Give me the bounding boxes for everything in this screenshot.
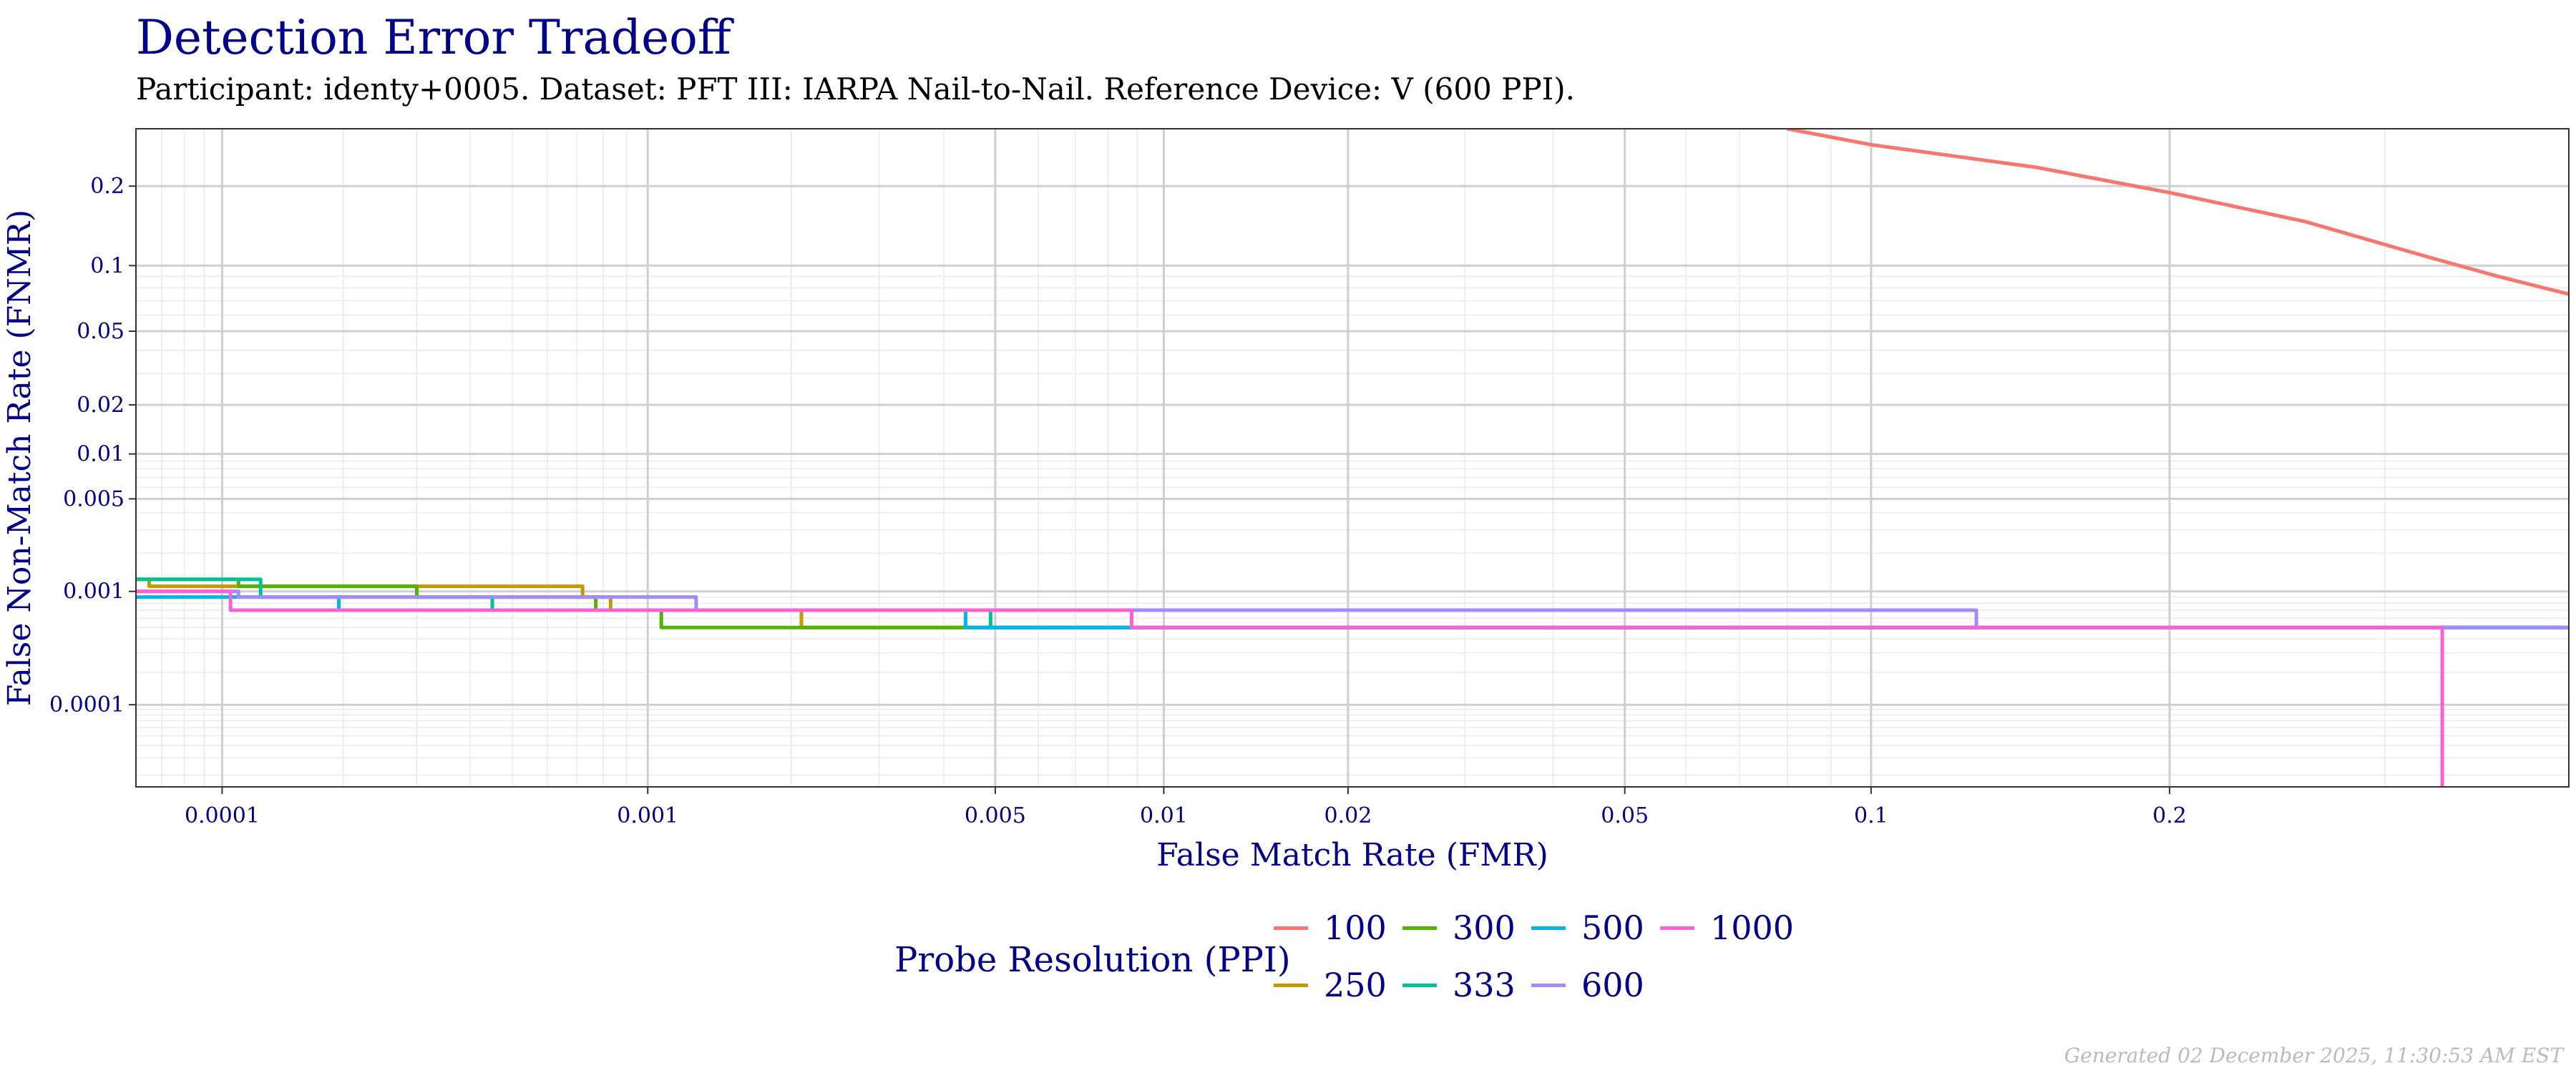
legend-label-300: 300 — [1453, 908, 1516, 947]
series-line-100 — [1787, 129, 2569, 296]
legend-swatch-333 — [1402, 983, 1437, 987]
legend-swatch-250 — [1274, 983, 1308, 987]
legend-label-1000: 1000 — [1710, 908, 1795, 947]
x-tick-label: 0.2 — [2152, 803, 2187, 828]
legend-swatch-300 — [1402, 926, 1437, 930]
series-line-600 — [136, 589, 2569, 629]
legend-title: Probe Resolution (PPI) — [894, 940, 1291, 980]
y-axis-label: False Non-Match Rate (FNMR) — [1, 210, 38, 706]
legend-swatch-500 — [1531, 926, 1566, 930]
legend-item-500: 500 — [1531, 908, 1644, 947]
plot-panel-border — [135, 128, 2570, 788]
legend-item-250: 250 — [1274, 966, 1387, 1004]
y-tick-label: 0.0001 — [49, 692, 125, 717]
series-line-333 — [136, 577, 2569, 629]
y-tick-label: 0.01 — [77, 442, 125, 467]
legend-label-600: 600 — [1581, 966, 1644, 1004]
legend-label-333: 333 — [1453, 966, 1516, 1004]
x-tick-label: 0.05 — [1601, 803, 1649, 828]
legend-item-1000: 1000 — [1660, 908, 1794, 947]
y-tick-label: 0.1 — [90, 253, 125, 278]
series-line-500 — [136, 595, 2569, 629]
y-tick-label: 0.005 — [63, 486, 125, 511]
series-line-1000 — [136, 589, 2444, 787]
legend-item-100: 100 — [1274, 908, 1387, 947]
x-tick-label: 0.0001 — [185, 803, 260, 828]
chart-title: Detection Error Tradeoff — [136, 10, 731, 65]
det-chart: 0.0001 0.001 0.005 0.01 0.02 0.05 0.1 0.2 0.0001… — [1, 128, 2570, 873]
axis-layer: 0.0001 0.001 0.005 0.01 0.02 0.05 0.1 0.2 0.0001… — [49, 174, 2187, 828]
x-tick-label: 0.02 — [1324, 803, 1372, 828]
legend-label-100: 100 — [1324, 908, 1387, 947]
x-tick-label: 0.005 — [965, 803, 1026, 828]
y-tick-label: 0.05 — [77, 319, 125, 344]
y-tick-label: 0.001 — [63, 579, 125, 604]
legend-label-500: 500 — [1581, 908, 1644, 947]
legend-item-333: 333 — [1402, 966, 1516, 1004]
x-tick-label: 0.001 — [617, 803, 678, 828]
legend-item-300: 300 — [1402, 908, 1516, 947]
x-tick-label: 0.1 — [1854, 803, 1888, 828]
legend-swatch-1000 — [1660, 926, 1694, 930]
legend-label-250: 250 — [1324, 966, 1387, 1004]
series-layer — [136, 129, 2569, 787]
legend-swatch-600 — [1531, 983, 1566, 987]
grid-layer — [135, 129, 2569, 787]
y-tick-label: 0.02 — [77, 393, 125, 418]
y-tick-label: 0.2 — [90, 174, 125, 199]
chart-subtitle: Participant: identy+0005. Dataset: PFT I… — [136, 72, 1575, 107]
legend-item-600: 600 — [1531, 966, 1644, 1004]
legend-swatch-100 — [1274, 926, 1308, 930]
generated-timestamp: Generated 02 December 2025, 11:30:53 AM … — [2064, 1044, 2563, 1067]
x-tick-label: 0.01 — [1140, 803, 1188, 828]
x-axis-label: False Match Rate (FMR) — [1156, 837, 1548, 873]
